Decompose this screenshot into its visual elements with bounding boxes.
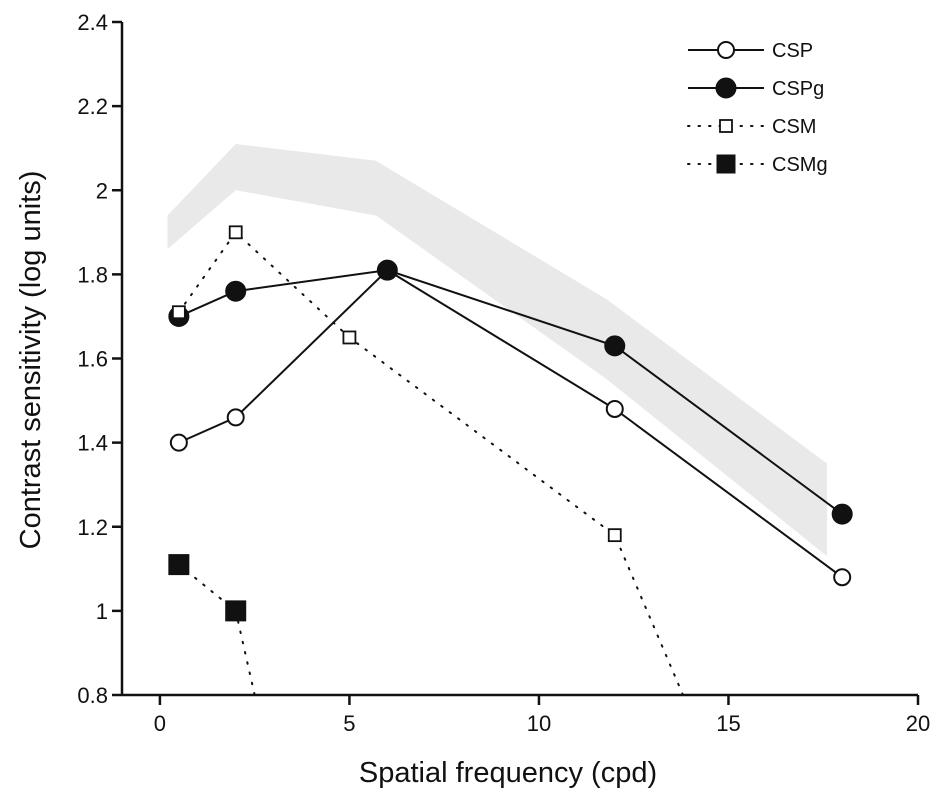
y-tick-label: 2.4 — [77, 10, 108, 35]
x-tick-label: 0 — [154, 711, 166, 736]
x-tick-label: 10 — [527, 711, 551, 736]
series-csp-point — [169, 433, 188, 452]
series-csp-point — [833, 568, 852, 587]
legend-csp-marker — [717, 41, 735, 59]
x-tick-label: 5 — [343, 711, 355, 736]
legend-cspg-label: CSPg — [772, 78, 824, 100]
reference-band — [167, 143, 828, 557]
y-tick-label: 2.2 — [77, 94, 108, 119]
y-tick-label: 1.6 — [77, 347, 108, 372]
series-csm — [171, 225, 684, 696]
legend-csmg-label: CSMg — [772, 154, 828, 176]
reference-band-layer — [167, 143, 828, 557]
legend-entry-csp: CSP — [688, 40, 813, 62]
series-cspg-point — [376, 259, 398, 281]
series-csmg-point — [168, 554, 190, 576]
series-cspg-point — [225, 280, 247, 302]
legend-entry-csmg: CSMg — [687, 154, 828, 176]
series-csp-point — [226, 408, 245, 427]
legend-csm-marker — [719, 119, 733, 133]
series-csmg-point — [225, 600, 247, 622]
legend: CSP CSPg CSM CSMg — [687, 40, 828, 176]
y-axis-title: Contrast sensitivity (log units) — [15, 171, 47, 550]
series-csmg — [168, 554, 256, 696]
series-csm-point — [228, 225, 243, 240]
series-csm-point — [171, 305, 186, 320]
axes-layer: 0 5 10 15 20 0.8 1 1.2 1.4 1.6 1.8 2 2.2 2.4 — [77, 10, 930, 736]
y-tick-label: 1.2 — [77, 515, 108, 540]
series-cspg-point — [831, 503, 853, 525]
series-csp-point — [605, 399, 624, 418]
y-tick-label: 1 — [96, 599, 108, 624]
y-tick-label: 1.8 — [77, 262, 108, 287]
x-tick-label: 20 — [906, 711, 930, 736]
series-layer — [168, 225, 853, 696]
y-tick-label: 1.4 — [77, 431, 108, 456]
y-tick-label: 0.8 — [77, 683, 108, 708]
x-axis-title: Spatial frequency (cpd) — [359, 757, 657, 789]
y-tick-label: 2 — [96, 178, 108, 203]
legend-csm-label: CSM — [772, 116, 816, 138]
series-cspg-point — [604, 335, 626, 357]
legend-cspg-marker — [715, 77, 737, 99]
legend-entry-cspg: CSPg — [688, 77, 824, 100]
legend-entry-csm: CSM — [687, 116, 816, 138]
legend-csmg-marker — [716, 154, 736, 174]
legend-csp-label: CSP — [772, 40, 813, 62]
series-csmg-line — [177, 563, 256, 696]
series-csm-point — [607, 528, 622, 543]
x-tick-label: 15 — [716, 711, 740, 736]
series-csm-point — [342, 330, 357, 345]
